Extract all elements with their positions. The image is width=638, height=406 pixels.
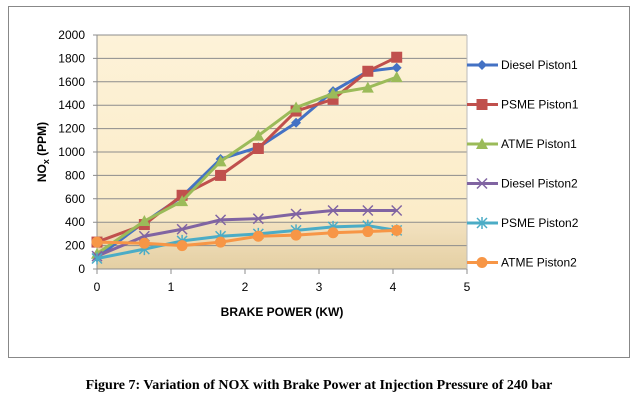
chart-frame: [8, 6, 630, 358]
data-point: [327, 227, 339, 239]
x-tick-label: 1: [168, 280, 175, 294]
legend-marker: [476, 99, 488, 110]
data-point: [91, 252, 103, 265]
legend-marker: [476, 257, 488, 268]
legend-label: ATME Piston1: [501, 137, 577, 151]
y-tick-label: 200: [65, 239, 85, 253]
legend-item: ATME Piston2: [467, 256, 577, 270]
data-point: [176, 223, 188, 235]
y-tick-label: 0: [78, 262, 85, 276]
y-tick-label: 1200: [58, 122, 85, 136]
legend-item: PSME Piston1: [467, 98, 579, 112]
data-point: [362, 65, 374, 77]
legend-label: ATME Piston2: [501, 256, 577, 270]
data-point: [391, 62, 402, 73]
legend-item: Diesel Piston2: [467, 177, 578, 191]
x-tick-label: 3: [316, 280, 323, 294]
legend-item: PSME Piston2: [467, 216, 579, 230]
data-point: [176, 195, 189, 207]
data-point: [215, 236, 227, 248]
y-tick-label: 1000: [58, 145, 85, 159]
y-tick-label: 800: [65, 168, 85, 182]
data-point: [327, 204, 339, 217]
y-tick-label: 1800: [58, 51, 85, 65]
x-axis-label: BRAKE POWER (KW): [221, 305, 344, 319]
data-point: [214, 155, 227, 167]
data-point: [362, 226, 374, 238]
figure-caption: Figure 7: Variation of NOX with Brake Po…: [85, 378, 553, 393]
data-point: [291, 117, 302, 128]
y-tick-label: 400: [65, 215, 85, 229]
legend-label: PSME Piston2: [501, 216, 579, 230]
legend-marker: [476, 138, 488, 149]
y-tick-label: 600: [65, 192, 85, 206]
data-point: [252, 213, 264, 225]
data-point: [327, 93, 339, 105]
legend-marker: [477, 60, 487, 70]
data-point: [391, 51, 403, 63]
data-point: [138, 215, 151, 227]
x-tick-label: 2: [242, 280, 249, 294]
legend-item: ATME Piston1: [467, 137, 577, 151]
legend-marker: [476, 217, 488, 229]
legend-label: PSME Piston1: [501, 98, 579, 112]
y-tick-label: 1600: [58, 75, 85, 89]
legend-label: Diesel Piston1: [501, 58, 578, 72]
data-point: [327, 87, 340, 99]
data-point: [91, 236, 103, 248]
legend-marker: [476, 177, 488, 190]
legend-item: Diesel Piston1: [467, 58, 578, 72]
data-point: [215, 169, 227, 181]
y-tick-label: 1400: [58, 98, 85, 112]
x-tick-label: 0: [94, 280, 101, 294]
data-point: [252, 230, 264, 242]
data-point: [252, 129, 265, 141]
legend-label: Diesel Piston2: [501, 177, 578, 191]
data-point: [252, 142, 264, 154]
data-point: [215, 214, 227, 226]
nox-line-chart: 0 200 400 600 800 1000 1200 1400 1600 1800 2000 0 1 2…: [35, 28, 579, 319]
data-point: [391, 204, 403, 217]
x-tick-label: 4: [390, 280, 397, 294]
data-point: [176, 240, 188, 252]
data-point: [390, 71, 403, 83]
data-point: [362, 204, 374, 217]
y-axis-label: NOx (PPM): [35, 122, 51, 182]
x-tick-label: 5: [464, 280, 471, 294]
data-point: [290, 208, 302, 220]
data-point: [391, 224, 403, 236]
data-point: [290, 229, 302, 241]
data-point: [361, 81, 374, 93]
series-atme-piston2: [91, 224, 403, 252]
data-point: [290, 101, 303, 113]
data-point: [138, 237, 150, 249]
y-tick-label: 2000: [58, 28, 85, 42]
